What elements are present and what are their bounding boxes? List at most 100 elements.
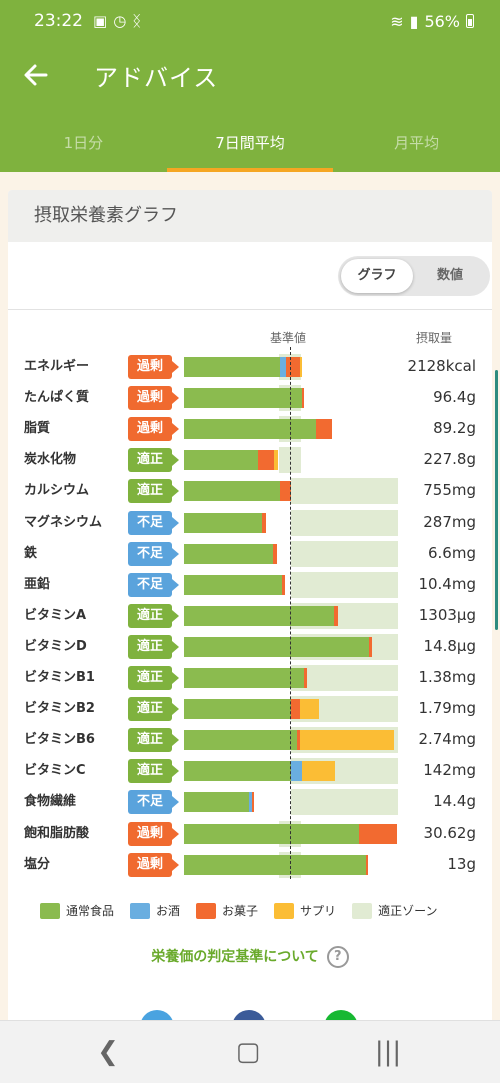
bar-segment-normal: [184, 792, 250, 813]
tab-monthly-average[interactable]: 月平均: [394, 134, 440, 152]
bar-segment-normal: [184, 636, 370, 657]
status-badge: 適正: [128, 634, 179, 659]
status-badge: 不足: [128, 541, 179, 566]
intake-column-header: 摂取量: [416, 331, 453, 345]
intake-amount: 142mg: [423, 761, 476, 780]
nutrient-name: ビタミンB6: [24, 732, 95, 748]
nutrient-name: マグネシウム: [24, 514, 103, 530]
nutrient-graph-card: 摂取栄養素グラフ グラフ 数値 基準値 摂取量 エネルギー 過剰 2128kcal た…: [8, 190, 492, 1030]
nutrient-row: ビタミンC 適正 142mg: [8, 755, 492, 786]
bar-segment-normal: [184, 668, 304, 688]
intake-amount: 96.4g: [433, 388, 476, 407]
legend-label: 適正ゾーン: [378, 904, 438, 918]
nutrient-row: ビタミンB1 適正 1.38mg: [8, 662, 492, 693]
scrollbar[interactable]: [495, 370, 498, 630]
nutrient-name: ビタミンA: [24, 607, 87, 623]
optimal-zone: [291, 478, 398, 505]
nutrient-row: ビタミンB6 適正 2.74mg: [8, 724, 492, 755]
status-badge: 不足: [128, 510, 179, 535]
status-bar: 23:22 ▣ ◷ ᛝ ≋ ▮ 56%: [0, 0, 500, 42]
reference-column-header: 基準値: [270, 331, 307, 345]
legend-swatch: [274, 902, 295, 919]
intake-amount: 14.8µg: [423, 636, 476, 655]
nutrient-name: 食物繊維: [24, 794, 77, 810]
app-bar: アドバイス 1日分 7日間平均 月平均: [0, 42, 500, 172]
legend-label: サプリ: [300, 904, 337, 918]
bar-segment-normal: [184, 761, 291, 782]
intake-bar: [184, 789, 398, 816]
bar-segment-normal: [184, 388, 302, 409]
nutrient-row: 飽和脂肪酸 過剰 30.62g: [8, 818, 492, 849]
intake-amount: 30.62g: [423, 823, 476, 842]
intake-bar: [184, 665, 398, 691]
intake-amount: 13g: [447, 854, 476, 873]
status-badge: 適正: [128, 728, 179, 753]
status-badge: 適正: [128, 479, 179, 504]
intake-amount: 1.79mg: [418, 699, 476, 718]
bar-segment-normal: [184, 450, 258, 471]
intake-bar: [184, 509, 398, 536]
status-badge: 適正: [128, 697, 179, 722]
status-badge: 過剰: [128, 852, 179, 877]
toggle-graph[interactable]: グラフ: [341, 259, 413, 293]
nav-recents-icon[interactable]: |||: [374, 1037, 402, 1067]
intake-bar: [184, 478, 398, 505]
optimal-zone: [279, 447, 301, 474]
intake-bar: [184, 696, 398, 723]
bar-segment-snack: [291, 699, 300, 720]
intake-amount: 89.2g: [433, 419, 476, 438]
judgement-criteria-link[interactable]: 栄養価の判定基準について?: [8, 946, 492, 968]
bar-segment-snack: [282, 574, 285, 595]
legend-swatch: [130, 902, 151, 919]
legend-label: お菓子: [222, 904, 259, 918]
toggle-values[interactable]: 数値: [436, 268, 463, 283]
intake-bar: [184, 354, 398, 380]
nutrient-name: 亜鉛: [24, 576, 51, 592]
intake-bar: [184, 851, 398, 878]
legend-label: お酒: [156, 904, 181, 918]
intake-bar: [184, 820, 398, 847]
status-badge: 過剰: [128, 821, 179, 846]
optimal-zone: [291, 571, 398, 598]
intake-amount: 14.4g: [433, 792, 476, 811]
tab-seven-day-average[interactable]: 7日間平均: [166, 122, 334, 172]
intake-bar: [184, 727, 398, 754]
legend-swatch: [352, 902, 373, 919]
intake-amount: 755mg: [423, 481, 476, 500]
nutrient-name: ビタミンB2: [24, 701, 95, 717]
intake-bar: [184, 571, 398, 598]
nutrient-row: ビタミンD 適正 14.8µg: [8, 631, 492, 662]
nutrient-name: たんぱく質: [24, 390, 90, 406]
nutrient-row: たんぱく質 過剰 96.4g: [8, 382, 492, 413]
nav-home-icon[interactable]: ▢: [235, 1037, 261, 1067]
bar-segment-normal: [184, 419, 316, 440]
optimal-zone: [291, 540, 398, 567]
intake-amount: 227.8g: [423, 450, 476, 469]
legend-swatch: [196, 902, 217, 919]
status-badge: 不足: [128, 572, 179, 597]
view-toggle: グラフ 数値: [338, 256, 490, 296]
card-title: 摂取栄養素グラフ: [8, 190, 492, 242]
legend-item-alcohol: お酒: [130, 902, 180, 919]
system-nav-bar: ❮ ▢ |||: [0, 1020, 500, 1083]
nutrient-name: 炭水化物: [24, 452, 77, 468]
nav-back-icon[interactable]: ❮: [97, 1037, 119, 1067]
bar-segment-normal: [184, 574, 283, 595]
optimal-zone: [291, 665, 398, 691]
legend-item-snack: お菓子: [196, 902, 258, 919]
intake-bar: [184, 447, 398, 474]
bar-segment-supplement: [299, 730, 394, 751]
bar-segment-snack: [359, 823, 397, 844]
bar-segment-normal: [184, 605, 334, 626]
bar-segment-normal: [184, 730, 298, 751]
wifi-icon: ≋: [390, 11, 404, 31]
nutrient-name: ビタミンB1: [24, 670, 95, 685]
back-arrow-icon[interactable]: [22, 58, 52, 92]
status-time: 23:22: [34, 11, 83, 31]
tab-one-day[interactable]: 1日分: [63, 134, 104, 152]
signal-icon: ▮: [409, 11, 419, 31]
nutrient-name: カルシウム: [24, 483, 90, 499]
bar-segment-snack: [272, 543, 277, 564]
intake-amount: 10.4mg: [418, 574, 476, 593]
nutrient-row: 炭水化物 適正 227.8g: [8, 444, 492, 475]
